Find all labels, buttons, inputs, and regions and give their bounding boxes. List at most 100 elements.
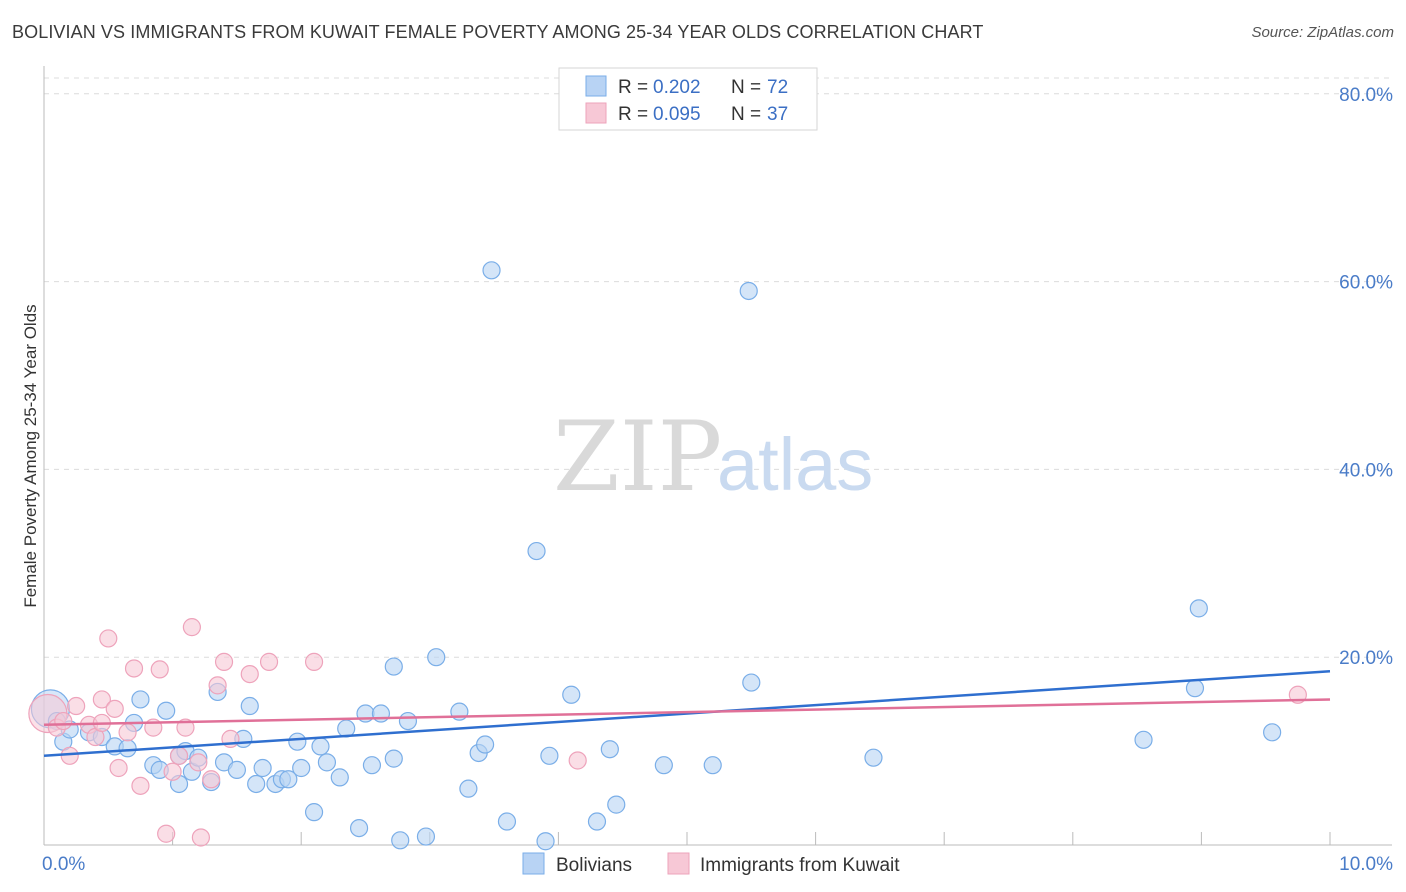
bolivians-point-50 (482, 261, 501, 280)
kuwait-point-29 (259, 652, 279, 671)
bolivians-point-12 (157, 701, 176, 720)
bolivians-point-49 (475, 735, 495, 754)
bolivians-point-21 (227, 760, 246, 779)
watermark: ZIP atlas (553, 401, 873, 513)
kuwait-legend-label: Immigrants from Kuwait (700, 855, 900, 876)
bolivians-point-52 (527, 541, 546, 561)
bolivians-point-53 (536, 832, 555, 851)
r-value: 0.202 (653, 77, 701, 98)
kuwait-point-24 (202, 770, 221, 789)
kuwait-point-25 (208, 676, 227, 695)
bolivians-point-23 (240, 696, 259, 716)
bolivians-point-33 (317, 753, 337, 772)
bolivians-point-25 (253, 758, 272, 778)
bolivians-swatch (585, 75, 607, 97)
bolivians-point-30 (292, 758, 311, 778)
kuwait-point-14 (131, 776, 150, 795)
bolivians-point-55 (562, 685, 581, 704)
bolivians-point-54 (540, 746, 559, 765)
kuwait-swatch (585, 102, 607, 124)
kuwait-point-28 (240, 664, 259, 684)
tick-labels: 20.0% 40.0% 60.0% 80.0% 0.0% 10.0% (42, 85, 1393, 875)
kuwait-point-2 (54, 711, 73, 731)
x-tick-label-0: 0.0% (42, 854, 85, 875)
r-value: 0.095 (653, 104, 701, 125)
bolivians-point-51 (497, 812, 517, 831)
bolivians-point-7 (118, 739, 137, 758)
bolivians-legend-label: Bolivians (556, 855, 632, 876)
kuwait-point-4 (67, 696, 86, 716)
bolivians-point-31 (304, 803, 324, 822)
stats-legend-row-kuwait: R = 0.095 N = 37 (585, 102, 788, 125)
kuwait-trend-line (43, 698, 1331, 727)
bolivians-legend-swatch (522, 852, 545, 875)
grid-lines (44, 77, 1392, 658)
watermark-atlas: atlas (717, 423, 873, 506)
n-value: 37 (767, 104, 788, 125)
bolivians-point-38 (362, 756, 382, 775)
kuwait-point-12 (118, 723, 137, 742)
kuwait-point-10 (105, 699, 124, 718)
bolivians-point-65 (1185, 679, 1205, 698)
bolivians-trend-line (43, 670, 1331, 758)
series-legend: Bolivians Immigrants from Kuwait (522, 852, 900, 876)
bolivians-point-45 (427, 648, 446, 667)
y-axis-title: Female Poverty Among 25-34 Year Olds (21, 304, 40, 607)
kuwait-point-19 (169, 746, 189, 765)
watermark-zip: ZIP (553, 401, 722, 513)
bolivians-point-44 (416, 827, 436, 846)
n-label: N = (731, 104, 761, 125)
n-label: N = (731, 77, 761, 98)
r-label: R = (618, 104, 648, 125)
kuwait-point-3 (60, 746, 79, 765)
kuwait-point-23 (191, 828, 210, 847)
bolivians-point-61 (739, 281, 758, 301)
source-label: Source: ZipAtlas.com (1251, 24, 1394, 41)
bolivians-point-67 (1263, 723, 1282, 742)
bolivians-point-32 (311, 737, 330, 756)
kuwait-point-16 (150, 660, 169, 679)
kuwait-point-13 (124, 659, 144, 678)
bolivians-point-41 (384, 657, 403, 676)
chart-title: BOLIVIAN VS IMMIGRANTS FROM KUWAIT FEMAL… (12, 22, 984, 42)
kuwait-legend-swatch (667, 852, 690, 875)
data-points (28, 261, 1307, 851)
bolivians-point-58 (607, 795, 626, 814)
bolivians-point-66 (1189, 599, 1208, 618)
y-tick-label-1: 40.0% (1339, 460, 1393, 481)
kuwait-point-30 (304, 652, 324, 671)
bolivians-point-28 (279, 770, 298, 789)
kuwait-point-18 (163, 762, 182, 781)
n-value: 72 (767, 77, 788, 98)
bolivians-point-42 (391, 831, 410, 850)
bolivians-point-57 (600, 740, 619, 759)
trend-lines (43, 670, 1331, 758)
bolivians-point-60 (703, 756, 722, 775)
bolivians-point-63 (864, 748, 883, 767)
bolivians-point-29 (288, 732, 307, 751)
kuwait-point-17 (157, 824, 176, 843)
kuwait-point-9 (99, 629, 118, 648)
bolivians-point-34 (330, 768, 349, 787)
bolivians-point-9 (131, 690, 150, 709)
kuwait-point-22 (189, 753, 208, 772)
bolivians-point-47 (459, 779, 478, 798)
bolivians-point-64 (1134, 730, 1153, 749)
stats-legend-row-bolivians: R = 0.202 N = 72 (585, 75, 788, 98)
bolivians-point-43 (398, 711, 418, 731)
stats-legend: R = 0.202 N = 72 R = 0.095 N = 37 (558, 67, 818, 131)
r-label: R = (618, 77, 648, 98)
bolivians-point-24 (247, 774, 266, 794)
bolivians-point-56 (587, 812, 607, 831)
kuwait-point-31 (568, 751, 587, 770)
kuwait-point-21 (182, 618, 201, 637)
bolivians-point-40 (384, 749, 403, 768)
y-tick-label-3: 80.0% (1339, 85, 1393, 106)
kuwait-point-20 (176, 718, 195, 737)
y-tick-label-2: 60.0% (1339, 273, 1393, 294)
x-tick-label-1: 10.0% (1339, 854, 1393, 875)
kuwait-point-11 (109, 758, 128, 778)
bolivians-point-36 (349, 818, 369, 838)
bolivians-point-59 (654, 756, 673, 775)
kuwait-point-8 (92, 690, 111, 709)
